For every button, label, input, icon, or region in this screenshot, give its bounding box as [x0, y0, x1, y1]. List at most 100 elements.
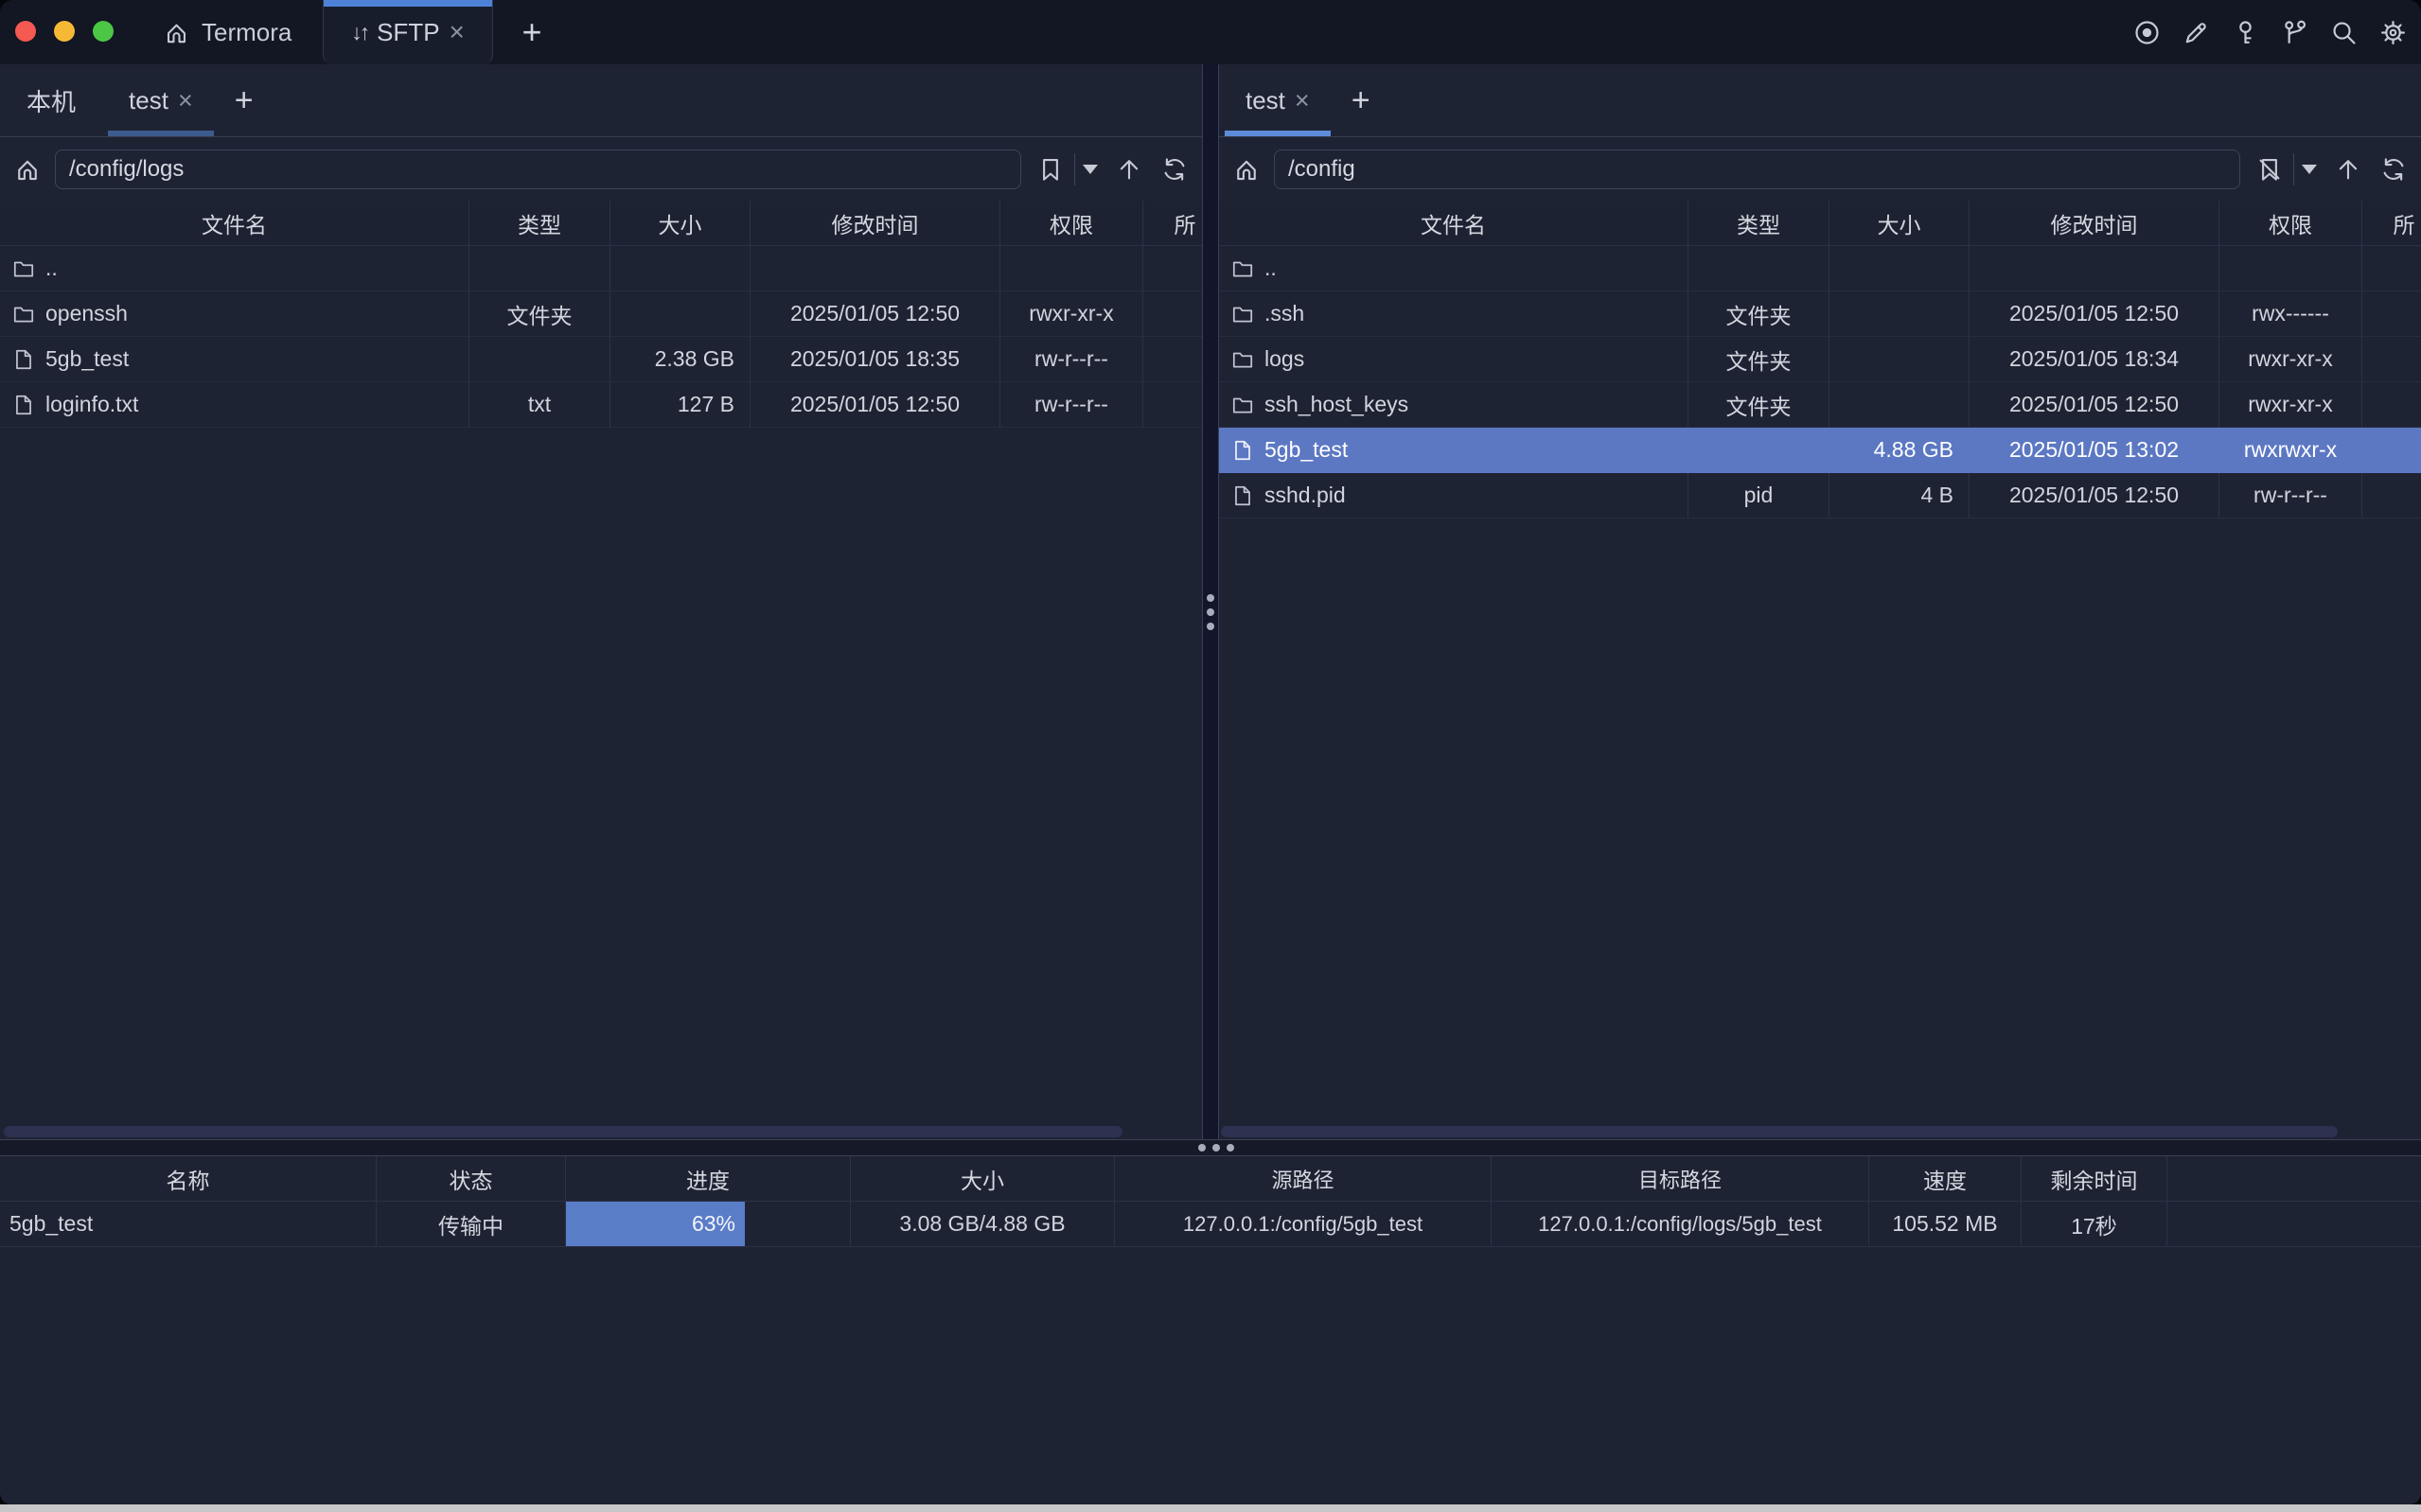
- path-input[interactable]: [1274, 149, 2240, 189]
- refresh-icon[interactable]: [2379, 155, 2408, 184]
- arrow-up-icon[interactable]: [2334, 155, 2362, 184]
- scrollbar-thumb[interactable]: [4, 1126, 1122, 1137]
- horizontal-scrollbar: [1219, 1124, 2421, 1139]
- right-file-table: 文件名 类型 大小 修改时间 权限 所 .. .ssh 文: [1219, 201, 2421, 519]
- table-row[interactable]: ssh_host_keys 文件夹 2025/01/05 12:50 rwxr-…: [1219, 382, 2421, 428]
- folder-icon: [1232, 261, 1253, 276]
- column-header-type[interactable]: 类型: [469, 201, 610, 246]
- file-icon: [1235, 440, 1250, 460]
- tab-termora-home[interactable]: Termora: [142, 0, 312, 64]
- close-tab-icon[interactable]: ×: [1294, 85, 1310, 114]
- left-file-table: 文件名 类型 大小 修改时间 权限 所 .. openssh: [0, 201, 1202, 428]
- column-header-target[interactable]: 目标路径: [1492, 1156, 1869, 1202]
- arrow-up-icon[interactable]: [1115, 155, 1143, 184]
- file-name: .ssh: [1264, 301, 1305, 325]
- table-row[interactable]: .ssh 文件夹 2025/01/05 12:50 rwx------: [1219, 291, 2421, 337]
- transfer-progress-cell: 63%: [566, 1202, 851, 1247]
- record-icon[interactable]: [2132, 18, 2162, 47]
- progress-label: 63%: [691, 1211, 735, 1236]
- column-header-name[interactable]: 文件名: [1219, 201, 1688, 246]
- bookmark-slash-icon[interactable]: [2255, 155, 2284, 184]
- transfer-row[interactable]: 5gb_test 传输中 63% 3.08 GB/4.88 GB 127.0.0…: [0, 1202, 2421, 1247]
- new-main-tab-button[interactable]: +: [521, 12, 542, 51]
- table-row[interactable]: logs 文件夹 2025/01/05 18:34 rwxr-xr-x: [1219, 337, 2421, 382]
- transfer-name: 5gb_test: [0, 1202, 377, 1247]
- folder-icon: [1232, 307, 1253, 322]
- transfer-panel-splitter[interactable]: [0, 1139, 2421, 1156]
- traffic-lights: [15, 21, 114, 42]
- column-header-name[interactable]: 文件名: [0, 201, 469, 246]
- tab-local-machine[interactable]: 本机: [0, 64, 102, 136]
- path-input[interactable]: [55, 149, 1021, 189]
- tab-sftp[interactable]: ↓↑ SFTP ×: [323, 0, 493, 64]
- splitter-handle-dots: [1207, 594, 1214, 630]
- close-window-button[interactable]: [15, 21, 36, 42]
- folder-icon: [13, 307, 34, 322]
- file-name: sshd.pid: [1264, 483, 1346, 507]
- horizontal-scrollbar: [0, 1124, 1202, 1139]
- column-header-owner[interactable]: 所: [2362, 201, 2421, 246]
- column-header-source[interactable]: 源路径: [1115, 1156, 1492, 1202]
- remote-file-pane: test × + 文件名 类: [1219, 64, 2421, 1139]
- pencil-icon[interactable]: [2182, 18, 2211, 47]
- divider: [2293, 152, 2294, 185]
- tab-test-right[interactable]: test ×: [1219, 64, 1336, 136]
- file-name: ..: [45, 255, 58, 280]
- file-name: logs: [1264, 346, 1305, 371]
- column-header-type[interactable]: 类型: [1688, 201, 1829, 246]
- file-name: ..: [1264, 255, 1277, 280]
- left-pane-tabbar: 本机 test × +: [0, 64, 1202, 137]
- column-header-size[interactable]: 大小: [610, 201, 751, 246]
- tab-label: 本机: [27, 87, 77, 116]
- right-pane-tabbar: test × +: [1219, 64, 2421, 137]
- column-header-remaining[interactable]: 剩余时间: [2022, 1156, 2167, 1202]
- column-header-size[interactable]: 大小: [851, 1156, 1115, 1202]
- caret-down-icon[interactable]: [2302, 164, 2317, 174]
- progress-fill: 63%: [566, 1202, 745, 1246]
- bookmark-icon[interactable]: [1036, 155, 1065, 184]
- close-tab-icon[interactable]: ×: [177, 85, 193, 114]
- new-pane-tab-button[interactable]: +: [234, 81, 254, 118]
- transfer-speed: 105.52 MB: [1869, 1202, 2022, 1247]
- gear-icon[interactable]: [2378, 18, 2408, 47]
- home-icon[interactable]: [1232, 155, 1261, 184]
- table-row[interactable]: loginfo.txt txt 127 B 2025/01/05 12:50 r…: [0, 382, 1202, 428]
- table-row-selected[interactable]: 5gb_test 4.88 GB 2025/01/05 13:02 rwxrwx…: [1219, 428, 2421, 473]
- close-tab-icon[interactable]: ×: [449, 17, 465, 46]
- minimize-window-button[interactable]: [54, 21, 75, 42]
- transfer-status: 传输中: [377, 1202, 566, 1247]
- transfer-target-path: 127.0.0.1:/config/logs/5gb_test: [1492, 1202, 1869, 1247]
- file-name: 5gb_test: [1264, 437, 1349, 462]
- caret-down-icon[interactable]: [1083, 164, 1098, 174]
- table-row[interactable]: ..: [0, 246, 1202, 291]
- pane-splitter-vertical[interactable]: [1202, 64, 1219, 1139]
- column-header-perm[interactable]: 权限: [2219, 201, 2362, 246]
- column-header-mtime[interactable]: 修改时间: [751, 201, 1000, 246]
- new-pane-tab-button[interactable]: +: [1351, 81, 1370, 118]
- search-icon[interactable]: [2329, 18, 2359, 47]
- table-row[interactable]: ..: [1219, 246, 2421, 291]
- home-icon[interactable]: [13, 155, 42, 184]
- column-header-name[interactable]: 名称: [0, 1156, 377, 1202]
- column-header-progress[interactable]: 进度: [566, 1156, 851, 1202]
- transfer-source-path: 127.0.0.1:/config/5gb_test: [1115, 1202, 1492, 1247]
- column-header-speed[interactable]: 速度: [1869, 1156, 2022, 1202]
- transfer-size: 3.08 GB/4.88 GB: [851, 1202, 1115, 1247]
- desktop-edge-strip: [0, 1504, 2421, 1512]
- column-header-status[interactable]: 状态: [377, 1156, 566, 1202]
- table-row[interactable]: 5gb_test 2.38 GB 2025/01/05 18:35 rw-r--…: [0, 337, 1202, 382]
- tab-test-left[interactable]: test ×: [102, 64, 220, 136]
- file-icon: [16, 395, 31, 414]
- table-row[interactable]: openssh 文件夹 2025/01/05 12:50 rwxr-xr-x: [0, 291, 1202, 337]
- key-icon[interactable]: [2231, 18, 2260, 47]
- column-header-size[interactable]: 大小: [1829, 201, 1970, 246]
- column-header-perm[interactable]: 权限: [1000, 201, 1143, 246]
- scrollbar-thumb[interactable]: [1221, 1126, 2338, 1137]
- app-tab-label: Termora: [202, 17, 292, 46]
- branch-icon[interactable]: [2280, 18, 2309, 47]
- refresh-icon[interactable]: [1160, 155, 1189, 184]
- table-row[interactable]: sshd.pid pid 4 B 2025/01/05 12:50 rw-r--…: [1219, 473, 2421, 519]
- zoom-window-button[interactable]: [93, 21, 114, 42]
- column-header-mtime[interactable]: 修改时间: [1970, 201, 2219, 246]
- column-header-owner[interactable]: 所: [1143, 201, 1202, 246]
